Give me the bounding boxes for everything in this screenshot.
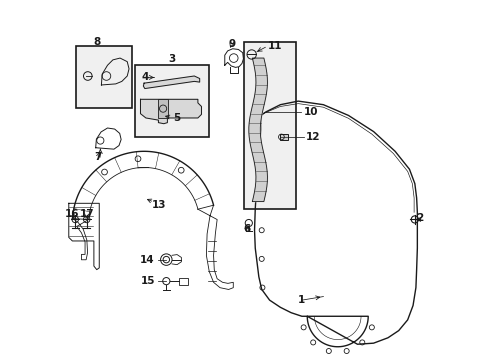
Text: 17: 17 [79, 209, 94, 219]
Text: 7: 7 [94, 152, 102, 162]
Text: 8: 8 [93, 37, 100, 47]
Bar [158, 99, 168, 118]
Text: 1: 1 [298, 295, 305, 305]
Text: 9: 9 [227, 40, 235, 49]
Bar [279, 134, 287, 140]
Bar [76, 45, 131, 108]
Text: 15: 15 [140, 276, 155, 286]
Text: 11: 11 [267, 41, 282, 51]
Text: 6: 6 [243, 225, 250, 234]
Polygon shape [143, 76, 199, 89]
Polygon shape [248, 58, 267, 202]
Text: 5: 5 [172, 113, 180, 123]
Text: 2: 2 [416, 213, 423, 222]
Bar [244, 42, 296, 209]
Text: 13: 13 [152, 200, 166, 210]
Text: 4: 4 [141, 72, 148, 82]
Bar [179, 278, 187, 285]
Bar [135, 65, 208, 137]
Text: 16: 16 [64, 209, 79, 219]
Text: 3: 3 [168, 54, 175, 64]
Polygon shape [140, 99, 201, 124]
Text: 10: 10 [303, 107, 318, 117]
Text: 14: 14 [140, 255, 155, 265]
Text: 12: 12 [305, 132, 319, 142]
